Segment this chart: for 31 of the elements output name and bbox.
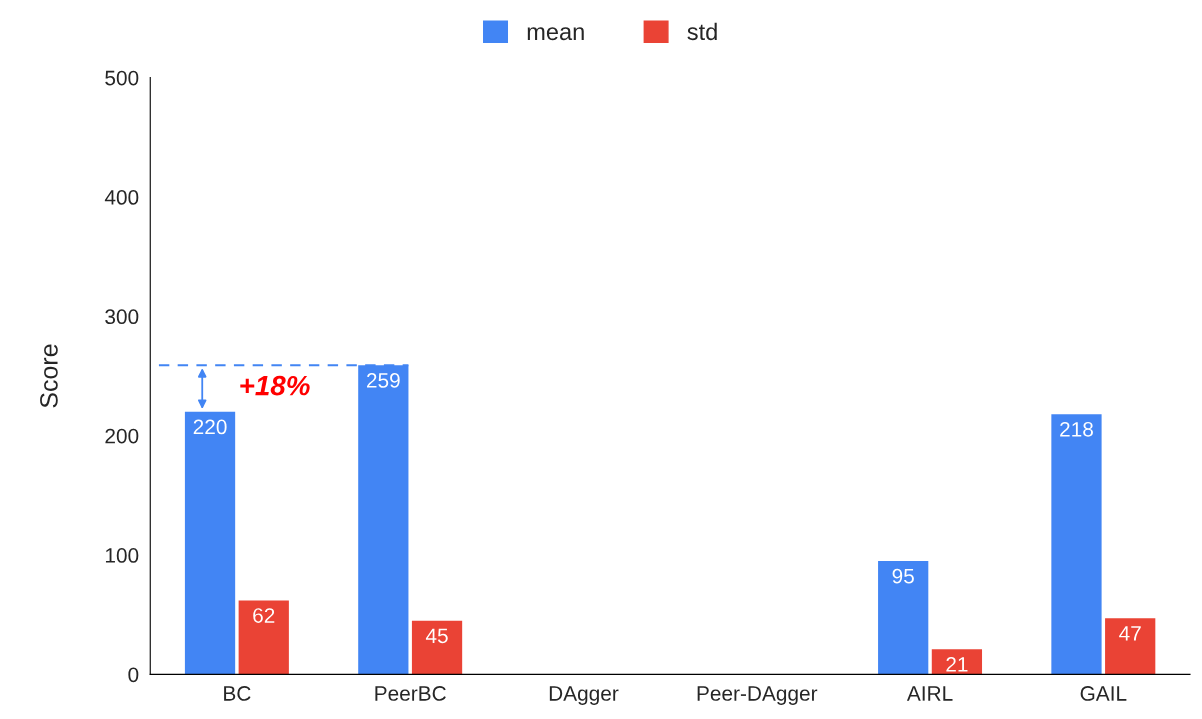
bar bbox=[1105, 618, 1156, 675]
legend-label: std bbox=[687, 22, 717, 41]
data-label: 95 bbox=[892, 568, 914, 584]
y-axis-title: Score bbox=[40, 344, 58, 408]
y-tick-label: 300 bbox=[105, 309, 139, 325]
y-tick-label: 0 bbox=[128, 667, 139, 683]
data-label: 62 bbox=[253, 608, 275, 623]
legend-label: mean bbox=[527, 27, 584, 41]
bar bbox=[878, 561, 929, 675]
x-tick-label: GAIL bbox=[1080, 686, 1127, 701]
y-tick-label: 200 bbox=[105, 428, 139, 444]
bar bbox=[184, 411, 236, 675]
bar bbox=[1051, 414, 1102, 675]
data-label: 21 bbox=[946, 657, 968, 672]
y-tick-label: 500 bbox=[105, 70, 139, 86]
data-label: 220 bbox=[193, 419, 227, 435]
bar bbox=[238, 600, 289, 675]
x-tick-label: AIRL bbox=[906, 686, 953, 701]
x-tick-label: DAgger bbox=[549, 686, 619, 705]
x-tick-label: BC bbox=[224, 686, 251, 701]
x-tick-label: PeerBC bbox=[375, 686, 446, 701]
bar bbox=[411, 620, 463, 675]
x-tick-label: Peer-DAgger bbox=[697, 686, 818, 705]
annotation: +18% bbox=[240, 375, 310, 396]
data-label: 47 bbox=[1119, 626, 1141, 641]
data-label: 218 bbox=[1060, 421, 1093, 437]
data-label: 259 bbox=[366, 373, 400, 388]
bar bbox=[931, 649, 983, 675]
data-label: 45 bbox=[425, 628, 448, 644]
y-tick-label: 400 bbox=[104, 190, 139, 205]
y-tick-label: 100 bbox=[105, 548, 139, 563]
